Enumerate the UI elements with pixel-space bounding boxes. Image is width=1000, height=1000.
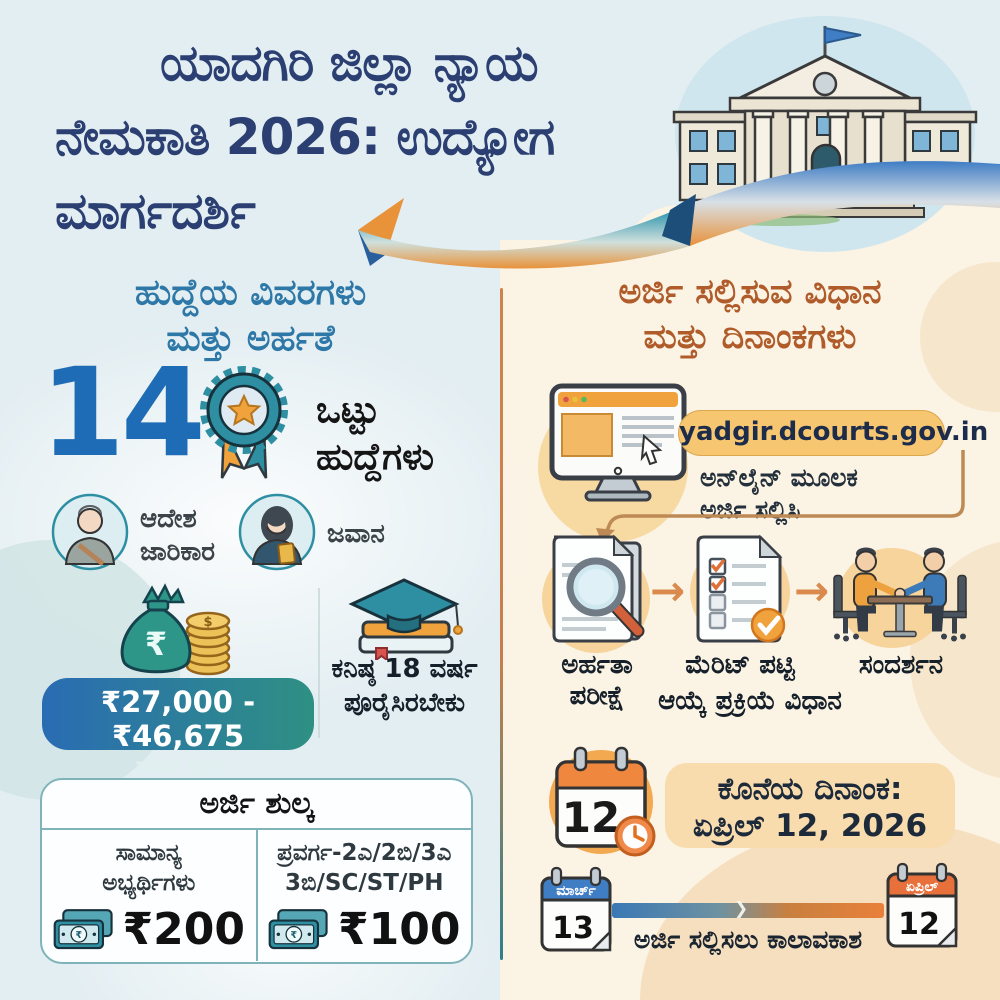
step-arrow-1: → bbox=[650, 566, 686, 615]
timeline-caption: ಅರ್ಜಿ ಸಲ್ಲಿಸಲು ಕಾಲಾವಕಾಶ bbox=[633, 925, 863, 954]
apply-note-line2: ಅರ್ಜಿ ಸಲ್ಲಿಸಿ bbox=[700, 495, 801, 524]
dollar-glyph: $ bbox=[203, 615, 212, 630]
banknote-icon: ₹ bbox=[53, 908, 113, 949]
timeline-chevron-icon: ❯ bbox=[734, 899, 749, 919]
last-date-value: ಏಪ್ರಿಲ್ 12, 2026 bbox=[692, 808, 928, 844]
age-line1: ಕನಿಷ್ಠ 18 ವರ್ಷ bbox=[331, 654, 478, 684]
interview-icon bbox=[833, 547, 967, 642]
rupee-glyph-bag: ₹ bbox=[145, 625, 167, 663]
step-arrow-2: → bbox=[794, 566, 830, 615]
start-date-calendar-icon: ಮಾರ್ಚ್ 13 bbox=[540, 866, 612, 952]
fee-reserved-label-line2: 3ಬಿ/SC/ST/PH bbox=[285, 870, 444, 896]
total-posts-label-line2: ಹುದ್ದೆಗಳು bbox=[316, 435, 435, 478]
left-subsection-divider bbox=[318, 588, 320, 738]
application-url-pill: yadgir.dcourts.gov.in bbox=[678, 410, 988, 456]
right-heading-line1: ಅರ್ಜಿ ಸಲ್ಲಿಸುವ ವಿಧಾನ bbox=[618, 272, 882, 312]
process-server-avatar bbox=[51, 493, 129, 571]
page-title: ಯಾದಗಿರಿ ಜಿಲ್ಲಾ ನ್ಯಾಯ ನೇಮಕಾತಿ 2026: ಉದ್ಯೋ… bbox=[55, 26, 715, 248]
fee-reserved-cell: ಪ್ರವರ್ಗ-2ಎ/2ಬಿ/3ಎ 3ಬಿ/SC/ST/PH ₹ ₹100 bbox=[255, 830, 472, 961]
salary-range-pill: ₹27,000 - ₹46,675 ವೇತನ ಶ್ರೇಣಿ bbox=[42, 678, 314, 777]
fee-reserved-amount: ₹100 bbox=[338, 904, 461, 955]
age-line2: ಪೂರೈಸಿರಬೇಕು bbox=[344, 688, 465, 718]
last-date-label: ಕೊನೆಯ ದಿನಾಂಕ: bbox=[717, 771, 903, 807]
rupee-glyph-note2: ₹ bbox=[291, 930, 298, 941]
total-posts-number: 14 bbox=[40, 342, 206, 484]
connector-arrow bbox=[596, 450, 965, 542]
step2-label: ಮೆರಿಟ್ ಪಟ್ಟಿ bbox=[685, 650, 795, 680]
fee-general-label-line1: ಸಾಮಾನ್ಯ bbox=[115, 840, 182, 866]
step3-label: ಸಂದರ್ಶನ bbox=[858, 650, 944, 680]
deadline-calendar-icon: 12 bbox=[549, 746, 656, 857]
application-fee-box: ಅರ್ಜಿ ಶುಲ್ಕ ಸಾಮಾನ್ಯ ಅಭ್ಯರ್ಥಿಗಳು ₹ bbox=[40, 778, 473, 964]
graduation-cap-icon bbox=[348, 578, 463, 660]
role-process-server-label: ಆದೇಶ ಜಾರಿಕಾರ bbox=[140, 503, 215, 569]
eligibility-test-icon bbox=[552, 534, 645, 643]
end-date-calendar-icon: ಏಪ್ರಿಲ್ 12 bbox=[886, 862, 958, 948]
right-heading-line2: ಮತ್ತು ದಿನಾಂಕಗಳು bbox=[643, 317, 857, 357]
fee-general-label-line2: ಅಭ್ಯರ್ಥಿಗಳು bbox=[102, 870, 196, 896]
money-bag-icon: $ ₹ bbox=[120, 583, 231, 676]
step1-label: ಅರ್ಹತಾ ಪರೀಕ್ಷೆ bbox=[561, 650, 633, 711]
role-peon-label: ಜವಾನ bbox=[327, 519, 385, 549]
apply-note-line1: ಅನ್‌ಲೈನ್ ಮೂಲಕ bbox=[700, 463, 858, 492]
end-month: ಏಪ್ರಿಲ್ bbox=[906, 879, 938, 896]
peon-avatar bbox=[238, 493, 316, 571]
left-section-heading: ಹುದ್ದೆಯ ವಿವರಗಳು ಮತ್ತು ಅರ್ಹತೆ bbox=[38, 270, 463, 362]
fee-general-cell: ಸಾಮಾನ್ಯ ಅಭ್ಯರ್ಥಿಗಳು ₹ ₹200 bbox=[42, 830, 256, 961]
total-posts-label: ಒಟ್ಟು ಹುದ್ದೆಗಳು bbox=[316, 386, 434, 480]
fee-box-header: ಅರ್ಜಿ ಶುಲ್ಕ bbox=[42, 780, 471, 830]
role1-line1: ಆದೇಶ bbox=[140, 504, 197, 534]
total-posts-label-line1: ಒಟ್ಟು bbox=[316, 388, 380, 431]
selection-process-caption: ಆಯ್ಕೆ ಪ್ರಕ್ರಿಯೆ ವಿಧಾನ bbox=[658, 686, 842, 716]
page-title-line2: ನೇಮಕಾತಿ 2026: ಉದ್ಯೋಗ bbox=[55, 108, 555, 166]
left-heading-line2: ಮತ್ತು ಅರ್ಹತೆ bbox=[166, 318, 335, 359]
left-heading-line1: ಹುದ್ದೆಯ ವಿವರಗಳು bbox=[134, 272, 367, 313]
deadline-day: 12 bbox=[562, 793, 620, 842]
rupee-glyph-note1: ₹ bbox=[75, 930, 82, 941]
salary-label: ವೇತನ ಶ್ರೇಣಿ bbox=[135, 753, 221, 777]
role1-line2: ಜಾರಿಕಾರ bbox=[140, 537, 216, 567]
salary-range: ₹27,000 - ₹46,675 bbox=[100, 685, 256, 753]
last-date-pill: ಕೊನೆಯ ದಿನಾಂಕ: ಏಪ್ರಿಲ್ 12, 2026 bbox=[665, 763, 955, 848]
page-title-line3: ಮಾರ್ಗದರ್ಶಿ bbox=[55, 182, 256, 240]
ribbon-decoration bbox=[358, 161, 1000, 269]
page-title-line1: ಯಾದಗಿರಿ ಜಿಲ್ಲಾ ನ್ಯಾಯ bbox=[160, 34, 539, 92]
right-section-heading: ಅರ್ಜಿ ಸಲ್ಲಿಸುವ ವಿಧಾನ ಮತ್ತು ದಿನಾಂಕಗಳು bbox=[515, 270, 985, 360]
monitor-icon bbox=[549, 383, 687, 502]
start-month: ಮಾರ್ಚ್ bbox=[556, 883, 596, 899]
end-day: 12 bbox=[898, 907, 940, 942]
timeline-bar: ❯ bbox=[612, 899, 884, 919]
fee-reserved-label-line1: ಪ್ರವರ್ಗ-2ಎ/2ಬಿ/3ಎ bbox=[277, 840, 452, 866]
start-day: 13 bbox=[552, 911, 594, 946]
column-divider bbox=[500, 288, 503, 960]
apply-online-note: ಅನ್‌ಲೈನ್ ಮೂಲಕ ಅರ್ಜಿ ಸಲ್ಲಿಸಿ bbox=[700, 462, 858, 526]
medal-icon bbox=[200, 366, 288, 479]
merit-list-icon bbox=[696, 534, 786, 643]
banknote-icon: ₹ bbox=[268, 908, 328, 949]
age-requirement: ಕನಿಷ್ಠ 18 ವರ್ಷ ಪೂರೈಸಿರಬೇಕು bbox=[322, 652, 487, 720]
fee-general-amount: ₹200 bbox=[122, 904, 245, 955]
